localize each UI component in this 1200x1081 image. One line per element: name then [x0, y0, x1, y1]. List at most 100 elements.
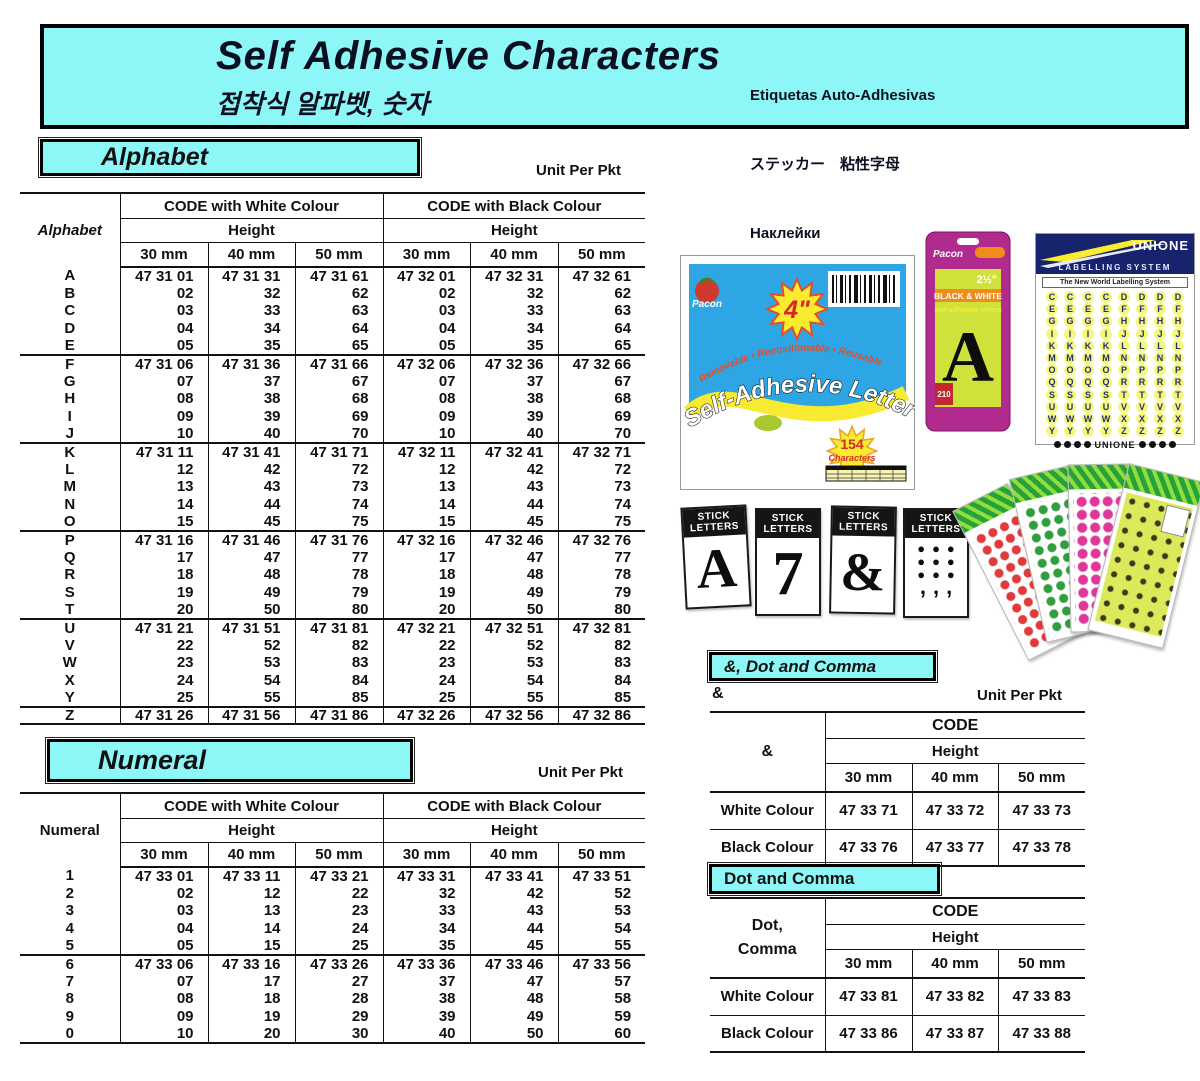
code-cell: 10 — [119, 425, 208, 443]
code-cell: 04 — [382, 319, 471, 338]
table-row: W 23 53 83 23 53 83 — [20, 654, 646, 672]
pacon-logo-icon — [695, 279, 719, 303]
unione-letter-sticker: W — [1098, 412, 1114, 426]
table-row: 6 47 33 06 47 33 16 47 33 26 47 33 36 47 33 4… — [20, 953, 646, 973]
unione-letter-sticker: L — [1134, 339, 1150, 352]
code-cell: 77 — [557, 548, 646, 567]
unione-letter-sticker: L — [1170, 339, 1186, 352]
dot-comma-section-title: Dot and Comma — [724, 869, 855, 888]
code-cell: 10 — [119, 1025, 208, 1043]
code-cell: 47 33 87 — [911, 1015, 998, 1053]
row-label: I — [67, 408, 72, 426]
code-cell: 47 33 82 — [911, 978, 998, 1016]
dot-sheets-fan-photo — [952, 462, 1200, 661]
title-translations: Etiquetas Auto-Adhesivas ステッカー 粘性字母 Накл… — [750, 38, 935, 291]
row-label: T — [65, 601, 75, 619]
unione-letter-sticker: H — [1170, 315, 1186, 328]
unione-card-photo: UNIONE LABELLING SYSTEM The New World La… — [1035, 233, 1195, 450]
numeral-section-header: Numeral — [44, 736, 416, 785]
table-row: A 47 31 01 47 31 31 47 31 61 47 32 01 47 32 3… — [20, 267, 646, 285]
code-cell: 33 — [382, 902, 471, 920]
code-cell: 27 — [294, 972, 384, 991]
code-cell: 37 — [382, 972, 471, 991]
code-cell: 32 — [207, 284, 295, 303]
code-cell: 40 — [207, 425, 295, 443]
table-row: F 47 31 06 47 31 36 47 31 66 47 32 06 47 32 3… — [20, 353, 646, 373]
code-cell: 24 — [294, 919, 384, 938]
size-header-40mm: 40 mm — [207, 842, 295, 868]
code-cell: 47 32 26 — [382, 705, 471, 725]
code-cell: 44 — [207, 495, 295, 514]
dots-commas-grid: ● ● ● ● ● ● ● ● ●,,, — [905, 538, 967, 599]
row-label: K — [20, 441, 120, 461]
unione-letter-sticker: N — [1116, 351, 1132, 365]
table-row: 0 10 20 30 40 50 60 — [20, 1025, 646, 1043]
unione-letter-sticker: Z — [1152, 425, 1168, 438]
code-cell: 58 — [557, 990, 646, 1008]
unione-letter-sticker: N — [1134, 351, 1150, 365]
code-cell: 84 — [557, 671, 646, 690]
code-cell: 34 — [382, 919, 471, 938]
code-cell: 62 — [294, 284, 384, 303]
unione-letter-sticker: K — [1098, 339, 1114, 352]
code-cell: 20 — [207, 1025, 295, 1043]
code-cell: 35 — [469, 337, 559, 355]
table-row: M 13 43 73 13 43 73 — [20, 478, 646, 496]
row-label: O — [63, 513, 76, 531]
table-row: O 15 45 75 15 45 75 — [20, 513, 646, 531]
code-cell: 83 — [294, 654, 384, 672]
table-row: X 24 54 84 24 54 84 — [20, 671, 646, 690]
row-label: 9 — [65, 1008, 74, 1026]
unione-letter-sticker: L — [1152, 339, 1168, 352]
unione-letter-sticker: R — [1152, 376, 1168, 389]
row-label: B — [64, 284, 76, 302]
code-cell: 47 33 81 — [824, 978, 912, 1016]
dot-glyph: ● — [917, 567, 926, 582]
code-cell: 59 — [557, 1007, 646, 1026]
code-cell: 43 — [469, 478, 559, 496]
code-cell: 80 — [557, 601, 646, 619]
table-row: Q 17 47 77 17 47 77 — [20, 548, 646, 567]
unione-letter-sticker: T — [1152, 388, 1168, 401]
table-row: E 05 35 65 05 35 65 — [20, 337, 646, 355]
pacon-brand: Pacon — [692, 299, 722, 310]
code-cell: 43 — [207, 478, 295, 496]
unione-letter-sticker: G — [1044, 315, 1060, 328]
size-header-40mm: 40 mm — [911, 949, 998, 979]
unione-letter-sticker: E — [1080, 303, 1096, 316]
dot-glyph: ● — [932, 567, 940, 582]
comma-glyph: , — [919, 574, 926, 599]
code-cell: 75 — [557, 513, 646, 531]
code-cell: 05 — [119, 937, 208, 955]
code-cell: 22 — [119, 636, 208, 655]
unione-letter-sticker: Y — [1062, 425, 1078, 438]
code-cell: 47 33 26 — [294, 953, 384, 973]
barcode-icon — [828, 271, 900, 307]
code-cell: 53 — [557, 902, 646, 920]
stick-pack-letter-a: STICK LETTERS A — [680, 504, 752, 610]
unione-letter-sticker: T — [1170, 388, 1186, 401]
alphabet-section-title: Alphabet — [101, 143, 208, 171]
code-cell: 54 — [469, 671, 559, 690]
code-cell: 12 — [119, 460, 208, 479]
code-cell: 47 32 16 — [382, 529, 471, 549]
blister-brand: Pacon — [933, 249, 963, 260]
translation-spanish: Etiquetas Auto-Adhesivas — [750, 87, 936, 104]
unione-letter-sticker: J — [1170, 327, 1186, 340]
code-cell: 02 — [119, 284, 208, 303]
unione-letter-sticker: P — [1134, 364, 1150, 377]
hang-hole — [957, 238, 979, 245]
code-cell: 47 32 06 — [382, 353, 471, 373]
code-cell: 55 — [207, 689, 295, 707]
size-header-30mm: 30 mm — [119, 242, 208, 268]
code-cell: 47 33 77 — [911, 829, 998, 867]
height-header: Height — [824, 924, 1085, 950]
code-cell: 47 33 86 — [824, 1015, 912, 1053]
unione-letter-sticker: Z — [1170, 425, 1186, 438]
stick-pack-ampersand: STICK LETTERS & — [829, 505, 897, 615]
dot-comma-code-table: Dot, Comma CODE Height 30 mm 40 mm 50 mm… — [710, 897, 1085, 1053]
table-row: 7 07 17 27 37 47 57 — [20, 972, 646, 991]
code-cell: 38 — [469, 390, 559, 408]
code-cell: 13 — [119, 478, 208, 496]
